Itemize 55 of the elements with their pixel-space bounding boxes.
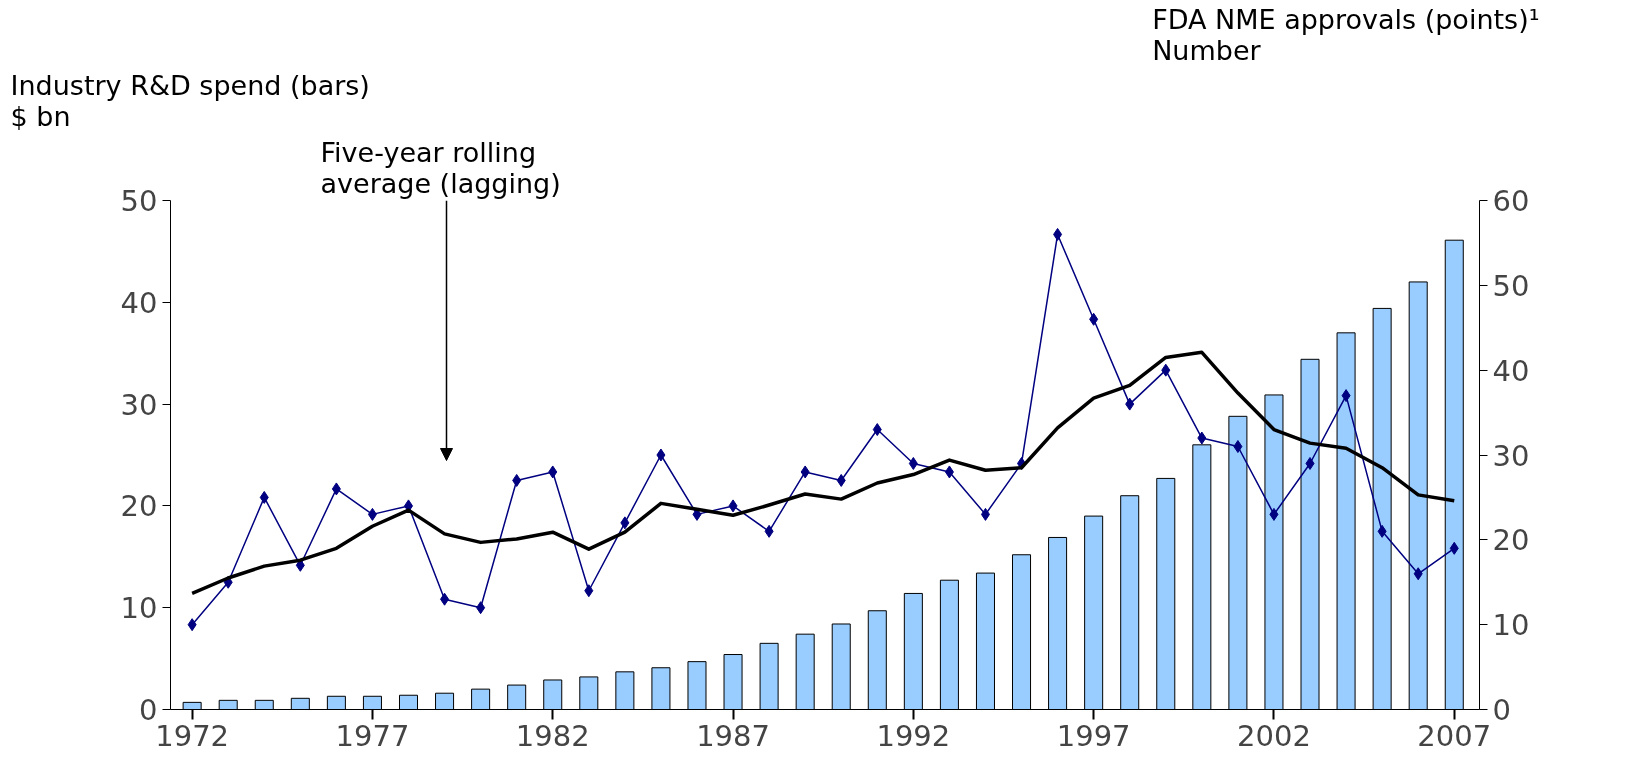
- point: [1053, 227, 1063, 241]
- y-tick-label: 50: [120, 184, 158, 218]
- point: [1233, 440, 1243, 454]
- point: [1125, 397, 1135, 411]
- point: [548, 465, 558, 479]
- point: [331, 482, 341, 496]
- y2-axis-title: FDA NME approvals (points)¹ Number: [1152, 3, 1540, 66]
- point: [872, 423, 882, 437]
- point: [1413, 567, 1423, 581]
- x-tick-label: 1987: [696, 718, 770, 753]
- point: [440, 592, 450, 606]
- point: [800, 465, 810, 479]
- point: [259, 490, 269, 504]
- point: [620, 516, 630, 530]
- point: [1269, 507, 1279, 521]
- point: [1089, 312, 1099, 326]
- y2-tick-label: 50: [1492, 268, 1530, 303]
- x-tick-label: 1992: [876, 718, 951, 753]
- point: [980, 507, 990, 521]
- y2-tick-label: 0: [1492, 693, 1511, 727]
- y-tick-label: 10: [120, 591, 158, 626]
- y2-tick-label: 30: [1492, 438, 1530, 473]
- text: Five-year rolling average (lagging): [320, 136, 561, 199]
- point: [1197, 431, 1207, 445]
- y2-tick-label: 10: [1492, 608, 1530, 643]
- point: [944, 465, 954, 479]
- point: [836, 473, 846, 487]
- point: [1161, 363, 1171, 377]
- point: [476, 601, 486, 615]
- x-tick-label: 1977: [335, 718, 410, 753]
- y-tick-label: 40: [120, 285, 158, 320]
- x-tick-label: 1982: [515, 718, 590, 753]
- point: [1341, 389, 1351, 403]
- y2-tick-label: 60: [1492, 184, 1530, 218]
- point: [656, 448, 666, 462]
- x-tick-label: 1972: [155, 718, 230, 753]
- x-tick-label: 1997: [1056, 718, 1131, 753]
- y2-tick-label: 40: [1492, 353, 1530, 388]
- x-tick-label: 2002: [1237, 718, 1311, 753]
- y-tick-label: 0: [139, 693, 158, 727]
- y2-tick-label: 20: [1492, 523, 1530, 558]
- point: [512, 473, 522, 487]
- point: [908, 456, 918, 470]
- y-tick-label: 30: [120, 387, 158, 422]
- point: [1377, 524, 1387, 538]
- point: [728, 499, 738, 513]
- point: [584, 584, 594, 598]
- point: [764, 524, 774, 538]
- x-tick-label: 2007: [1417, 718, 1492, 753]
- y-axis-title: Industry R&D spend (bars) $ bn: [10, 69, 370, 132]
- point: [187, 618, 197, 632]
- point: [1449, 541, 1459, 555]
- y-tick-label: 20: [120, 489, 158, 524]
- point: [1305, 456, 1315, 470]
- point: [367, 507, 377, 521]
